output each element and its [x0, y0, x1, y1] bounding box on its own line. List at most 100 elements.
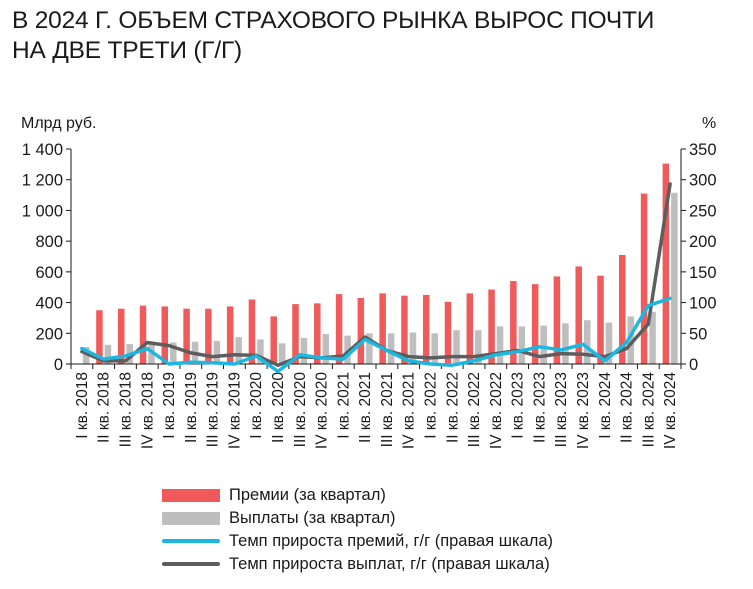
payout-bar	[235, 337, 242, 364]
legend-item-payout-growth: Темп прироста выплат, г/г (правая шкала)	[162, 553, 632, 576]
x-tick-label: III кв. 2019	[205, 372, 222, 447]
y-tick-label-right: 200	[689, 233, 717, 251]
payout-bar	[453, 330, 460, 364]
y-tick-label-right: 0	[689, 356, 698, 374]
x-tick-label: III кв. 2018	[117, 372, 134, 447]
premium-bar	[314, 303, 321, 364]
payout-bar	[213, 340, 221, 364]
premium-bar	[422, 294, 430, 364]
legend-swatch-premium-growth	[162, 539, 220, 543]
chart-legend: Премии (за квартал) Выплаты (за квартал)…	[162, 484, 632, 576]
legend-swatch-payouts	[162, 512, 220, 525]
premium-bar	[226, 306, 234, 364]
y-tick-label-left: 1 400	[22, 141, 63, 159]
payout-bar	[82, 347, 90, 364]
x-tick-label: II кв. 2021	[357, 372, 374, 443]
premium-bar	[335, 294, 343, 364]
legend-item-premiums: Премии (за квартал)	[162, 484, 632, 507]
payout-bar	[562, 323, 569, 364]
y-axis-unit-left: Млрд руб.	[21, 115, 96, 132]
payout-bar	[431, 333, 438, 364]
payout-bar	[671, 192, 678, 364]
payout-bar	[257, 339, 264, 364]
x-tick-label: IV кв. 2023	[575, 372, 592, 449]
payout-bar	[496, 326, 504, 364]
payout-bar	[649, 311, 656, 364]
premium-bar	[662, 163, 670, 364]
y-tick-label-right: 50	[689, 325, 707, 343]
y-tick-label-right: 250	[689, 202, 717, 220]
premium-bar	[444, 301, 452, 364]
premium-bar	[510, 281, 517, 364]
premium-bar	[531, 284, 539, 364]
chart-title-line-2: НА ДВЕ ТРЕТИ (Г/Г)	[12, 37, 243, 64]
premium-growth-line	[80, 296, 672, 374]
y-axis-unit-right: %	[702, 115, 716, 132]
x-tick-label: III кв. 2024	[640, 372, 657, 448]
payout-bar	[605, 322, 613, 364]
x-tick-label: IV кв. 2018	[139, 372, 156, 449]
premium-bar	[379, 293, 386, 364]
payout-bar	[322, 334, 330, 364]
payout-bar	[104, 344, 112, 364]
payout-bar	[627, 316, 635, 364]
premium-bar	[466, 293, 474, 364]
premium-bar	[575, 266, 582, 364]
y-tick-label-right: 350	[689, 141, 717, 159]
premium-bar	[292, 304, 299, 364]
y-tick-label-left: 1 200	[22, 172, 63, 190]
legend-item-payouts: Выплаты (за квартал)	[162, 507, 632, 530]
x-tick-label: IV кв. 2024	[662, 372, 679, 449]
premium-bar	[248, 299, 256, 364]
legend-swatch-payout-growth	[162, 562, 220, 566]
legend-label-premiums: Премии (за квартал)	[229, 486, 386, 504]
x-tick-label: II кв. 2022	[444, 372, 461, 443]
x-tick-label: III кв. 2023	[553, 372, 570, 447]
chart-title-line-1: В 2024 Г. ОБЪЕМ СТРАХОВОГО РЫНКА ВЫРОС П…	[12, 7, 655, 34]
x-tick-label: I кв. 2020	[248, 372, 265, 439]
x-tick-label: IV кв. 2021	[401, 372, 418, 449]
payout-bar	[409, 332, 417, 364]
payout-bar	[387, 333, 395, 364]
payout-bar	[344, 335, 351, 364]
y-tick-label-left: 400	[35, 295, 63, 313]
payout-bar	[540, 325, 547, 364]
x-tick-label: III кв. 2022	[466, 372, 483, 447]
x-tick-label: I кв. 2021	[335, 372, 352, 439]
y-tick-label-left: 0	[54, 356, 63, 374]
y-tick-label-left: 600	[35, 264, 63, 282]
premium-bar	[205, 308, 212, 364]
payout-bar	[475, 330, 482, 364]
premium-bar	[161, 306, 169, 364]
y-tick-label-right: 300	[689, 172, 717, 190]
x-tick-label: I кв. 2023	[510, 372, 527, 439]
x-tick-label: III кв. 2020	[292, 372, 309, 448]
payout-bar	[170, 342, 177, 364]
premium-bar	[597, 275, 604, 364]
premium-bar	[183, 308, 190, 364]
payout-bar	[518, 326, 526, 364]
legend-label-payouts: Выплаты (за квартал)	[229, 509, 396, 527]
insurance-market-chart: Млрд руб. % 0 200 400 600 800 1 000 1 200 1 400 0 5…	[21, 115, 717, 449]
x-tick-label: II кв. 2023	[531, 372, 548, 443]
y-tick-label-right: 100	[689, 295, 717, 313]
premium-bar	[270, 316, 277, 364]
premium-bar	[619, 254, 626, 364]
y-tick-label-right: 150	[689, 264, 717, 282]
legend-swatch-premiums	[162, 489, 220, 502]
x-tick-label: I кв. 2024	[597, 372, 614, 439]
payout-bar	[300, 337, 308, 364]
x-tick-label: II кв. 2024	[619, 372, 636, 443]
legend-label-premium-growth: Темп прироста премий, г/г (правая шкала)	[229, 532, 554, 550]
x-tick-label: I кв. 2018	[74, 372, 91, 439]
premium-bar	[401, 295, 408, 364]
x-tick-label: II кв. 2020	[270, 372, 287, 443]
premium-bar	[96, 310, 103, 364]
premium-bar	[553, 276, 561, 364]
chart-title: В 2024 Г. ОБЪЕМ СТРАХОВОГО РЫНКА ВЫРОС П…	[12, 6, 742, 66]
payout-bar	[278, 343, 286, 364]
y-tick-label-left: 1 000	[22, 202, 63, 220]
x-tick-label: III кв. 2021	[379, 372, 396, 447]
x-tick-label: I кв. 2019	[161, 372, 178, 439]
y-tick-label-left: 800	[35, 233, 63, 251]
